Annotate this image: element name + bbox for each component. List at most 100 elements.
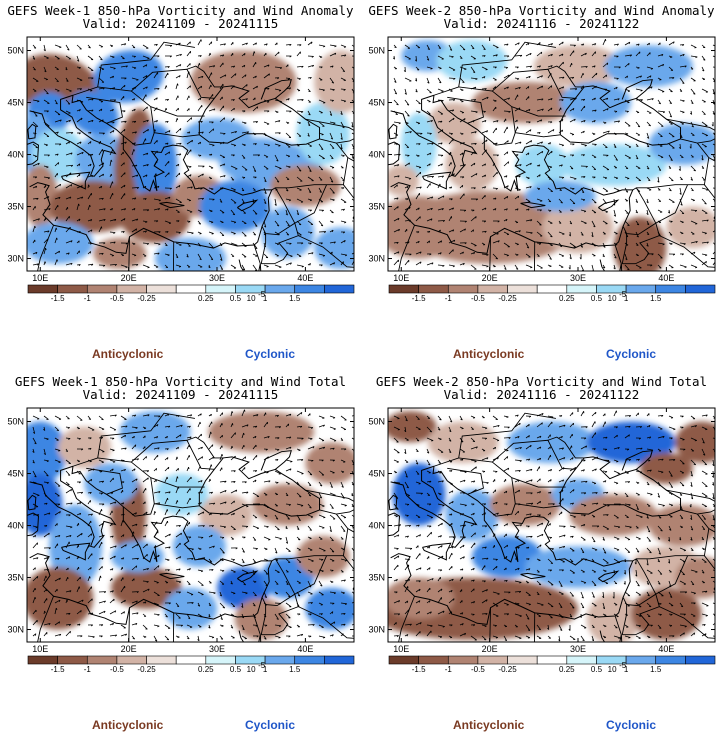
wind-arrow [131, 77, 139, 81]
wind-arrow [197, 456, 203, 461]
wind-arrow-head [496, 233, 499, 235]
colorbar-swatch [146, 655, 177, 665]
wind-arrow [142, 86, 148, 90]
wind-arrow [285, 514, 290, 520]
coastline [598, 199, 620, 212]
wind-arrow-head [689, 505, 692, 508]
wind-arrow-head [474, 99, 477, 102]
wind-arrow-head [562, 86, 565, 89]
wind-arrow [624, 209, 629, 214]
wind-arrow-head [276, 111, 279, 114]
wind-arrow [340, 44, 347, 48]
wind-arrow-head [288, 635, 291, 638]
wind-arrow-head [144, 535, 147, 538]
border-line [186, 436, 224, 459]
wind-arrow-head [672, 253, 676, 256]
wind-arrow [109, 501, 117, 505]
wind-arrow-head [593, 133, 596, 135]
panel-valid-dates: Valid: 20241109 - 20241115 [82, 387, 279, 402]
wind-arrow-head [394, 81, 397, 83]
wind-arrow-head [180, 624, 183, 627]
wind-arrow-head [635, 201, 638, 203]
wind-arrow [164, 558, 170, 561]
wind-arrow [43, 55, 49, 59]
wind-arrow-head [331, 581, 334, 583]
wind-arrow [175, 128, 182, 134]
wind-arrow [54, 250, 60, 255]
wind-arrow-head [122, 557, 125, 560]
wind-arrow [208, 165, 214, 169]
vorticity-region [261, 206, 315, 259]
wind-arrow-head [595, 492, 598, 495]
wind-arrow-head [662, 243, 665, 246]
wind-arrow [613, 434, 618, 439]
vorticity-region [84, 463, 138, 505]
wind-arrow [448, 500, 454, 505]
wind-arrow-head [461, 152, 464, 155]
wind-arrow [492, 424, 500, 428]
wind-arrow-head [351, 157, 354, 159]
wind-arrow-head [298, 78, 301, 80]
wind-arrow [263, 121, 270, 125]
wind-arrow [307, 558, 314, 562]
wind-arrow [252, 591, 257, 596]
wind-arrow-head [199, 55, 202, 58]
wind-arrow [197, 39, 202, 46]
wind-arrow-head [278, 90, 282, 92]
wind-arrow-head [550, 107, 553, 110]
wind-arrow-head [518, 230, 521, 233]
wind-arrow-head [541, 141, 543, 144]
wind-arrow [547, 220, 553, 224]
colorbar-multiplier-exponent: -5 [619, 290, 627, 299]
wind-arrow [624, 41, 631, 46]
wind-arrow [448, 490, 454, 494]
coastline [390, 182, 415, 226]
wind-arrow-head [288, 595, 291, 598]
lat-label: 45N [368, 98, 385, 108]
wind-arrow [646, 110, 652, 114]
wind-arrow-head [540, 544, 542, 547]
wind-arrow [514, 107, 521, 112]
colorbar-tick-label: 1.5 [289, 665, 301, 674]
wind-arrow-head [561, 177, 565, 179]
wind-arrow [415, 426, 421, 430]
map-panel: GEFS Week-2 850-hPa Vorticity and Wind A… [361, 0, 722, 371]
lat-label: 45N [7, 469, 24, 479]
wind-arrow [285, 132, 292, 138]
wind-arrow [87, 598, 93, 604]
wind-arrow [175, 424, 183, 428]
wind-arrow-head [255, 121, 258, 124]
wind-arrow-head [254, 581, 257, 583]
wind-arrow-head [551, 54, 553, 57]
wind-arrow [329, 110, 333, 116]
wind-arrow [285, 262, 292, 266]
wind-arrow [340, 253, 348, 256]
wind-arrow [426, 262, 434, 266]
wind-arrow [241, 98, 248, 101]
wind-arrow-head [166, 208, 169, 211]
wind-arrow-head [357, 571, 359, 572]
wind-arrow [547, 107, 553, 112]
wind-arrow [274, 198, 277, 206]
wind-arrow [120, 172, 126, 178]
wind-arrow [208, 128, 214, 134]
wind-arrow [32, 470, 37, 478]
wind-arrow-head [103, 208, 106, 211]
wind-arrow-head [125, 266, 128, 269]
wind-arrow [296, 253, 302, 257]
border-line [704, 184, 715, 221]
wind-arrow [43, 176, 50, 179]
wind-arrow-head [506, 450, 509, 452]
wind-arrow [503, 43, 509, 46]
wind-arrow-head [351, 505, 354, 508]
wind-arrow [668, 110, 672, 118]
wind-arrow [32, 415, 40, 420]
wind-arrow [470, 66, 476, 73]
wind-arrow [307, 446, 315, 450]
vorticity-region [314, 227, 354, 269]
wind-arrow [219, 489, 227, 494]
wind-arrow-head [430, 68, 433, 70]
wind-arrow [503, 151, 509, 156]
wind-arrow [208, 456, 214, 461]
wind-arrow-head [104, 600, 106, 603]
